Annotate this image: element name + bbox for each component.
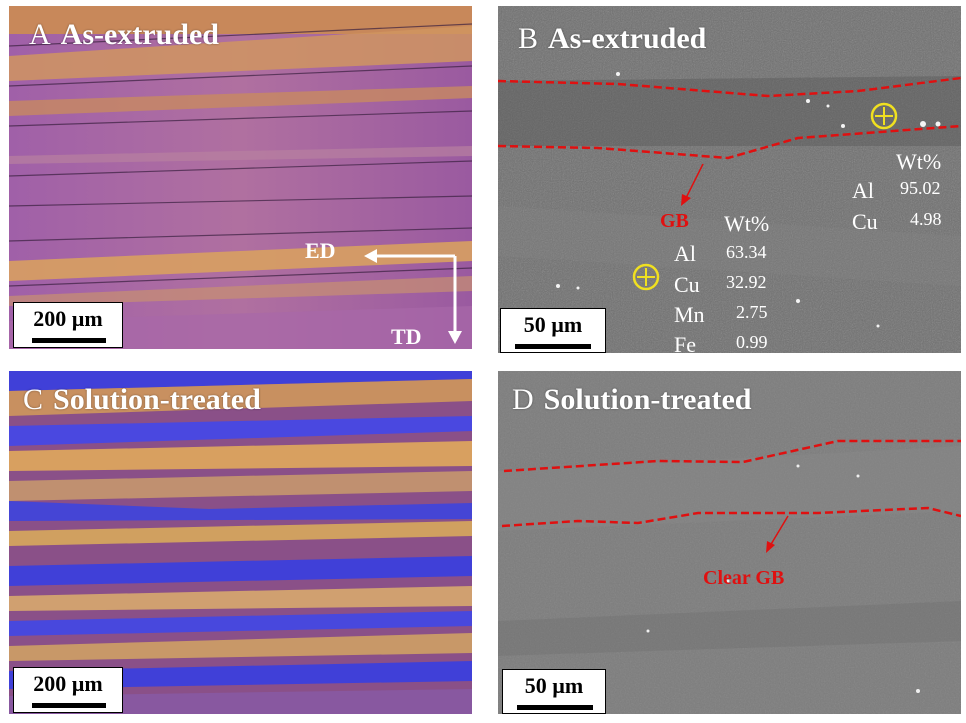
panel-a-micrograph bbox=[9, 6, 472, 349]
panel-a-title: A As-extruded bbox=[29, 20, 219, 50]
panel-d-scale-line bbox=[517, 705, 593, 710]
panel-d-title: D Solution-treated bbox=[512, 385, 751, 415]
comp2-el-0: Al bbox=[852, 178, 874, 203]
panel-a-scale-line bbox=[32, 338, 106, 343]
panel-d-letter: D bbox=[512, 383, 534, 416]
panel-d-scale-bar: 50 µm bbox=[502, 669, 606, 714]
comp1-val-3: 0.99 bbox=[736, 332, 768, 352]
panel-b-scale-bar: 50 µm bbox=[500, 308, 606, 353]
comp1-el-1: Cu bbox=[674, 272, 700, 297]
comp1-val-1: 32.92 bbox=[726, 272, 767, 292]
comp1-val-2: 2.75 bbox=[736, 302, 768, 322]
panel-b-title: B As-extruded bbox=[518, 24, 706, 54]
panel-c-title: C Solution-treated bbox=[23, 385, 261, 415]
panel-a-title-text: As-extruded bbox=[60, 18, 219, 51]
panel-d-gb-label: Clear GB bbox=[703, 567, 785, 589]
panel-a-scale-text: 200 µm bbox=[33, 306, 103, 331]
comp1-header: Wt% bbox=[724, 211, 770, 236]
panel-b-title-text: As-extruded bbox=[548, 22, 707, 55]
panel-b-letter: B bbox=[518, 22, 539, 55]
panel-a-optical-as-extruded: A As-extruded ED TD 200 µm bbox=[9, 6, 472, 349]
panel-c-letter: C bbox=[23, 383, 44, 416]
panel-d-sem-solution-treated: D Solution-treated Clear GB 50 µm bbox=[498, 371, 961, 714]
td-label: TD bbox=[391, 324, 422, 349]
comp1-el-2: Mn bbox=[674, 302, 705, 327]
panel-d-scale-text: 50 µm bbox=[524, 673, 584, 698]
comp2-val-0: 95.02 bbox=[900, 178, 941, 198]
panel-b-scale-text: 50 µm bbox=[523, 312, 583, 337]
panel-b-micrograph bbox=[498, 6, 961, 353]
panel-b-gb-label: GB bbox=[660, 210, 689, 232]
panel-c-micrograph bbox=[9, 371, 472, 714]
comp2-header: Wt% bbox=[896, 149, 942, 174]
comp2-el-1: Cu bbox=[852, 209, 878, 234]
panel-c-scale-bar: 200 µm bbox=[13, 667, 123, 713]
comp1-el-3: Fe bbox=[674, 332, 696, 353]
ed-td-arrows bbox=[364, 249, 462, 344]
ed-label: ED bbox=[305, 238, 336, 263]
comp1-el-0: Al bbox=[674, 241, 696, 266]
panel-a-scale-bar: 200 µm bbox=[13, 302, 123, 348]
panel-a-letter: A bbox=[29, 18, 51, 51]
panel-b-scale-line bbox=[515, 344, 591, 349]
panel-c-title-text: Solution-treated bbox=[53, 383, 261, 416]
comp1-val-0: 63.34 bbox=[726, 242, 767, 262]
panel-c-scale-line bbox=[32, 703, 106, 708]
panel-c-scale-text: 200 µm bbox=[33, 671, 103, 696]
comp2-val-1: 4.98 bbox=[910, 209, 942, 229]
panel-d-micrograph bbox=[498, 371, 961, 714]
panel-b-sem-as-extruded: B As-extruded GB Wt% Al 63.34 Cu 32.92 Mn… bbox=[498, 6, 961, 353]
panel-c-optical-solution-treated: C Solution-treated 200 µm bbox=[9, 371, 472, 714]
panel-d-title-text: Solution-treated bbox=[543, 383, 752, 416]
